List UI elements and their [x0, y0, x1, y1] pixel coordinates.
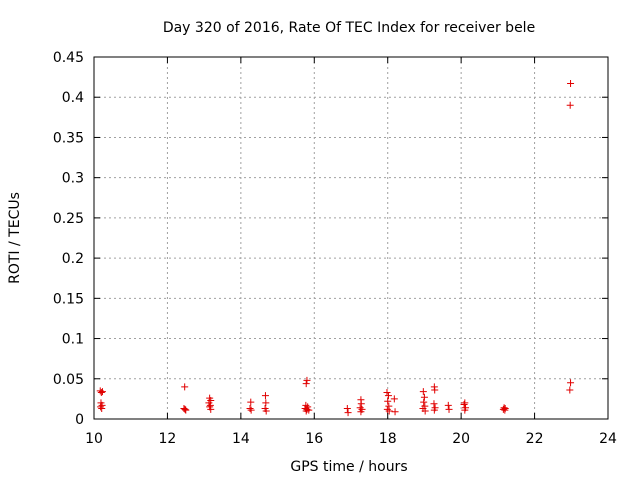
y-tick-label: 0.15	[53, 291, 84, 307]
data-point	[384, 397, 392, 405]
y-tick-label: 0.4	[62, 90, 84, 106]
x-tick-label: 22	[526, 431, 544, 447]
data-point	[419, 388, 427, 396]
data-point	[262, 407, 270, 415]
data-point	[180, 405, 188, 413]
data-point	[384, 392, 392, 400]
y-tick-label: 0.2	[62, 251, 84, 267]
data-point	[499, 405, 507, 413]
data-point	[181, 383, 189, 391]
data-point	[421, 407, 429, 415]
data-point	[302, 407, 310, 415]
data-point	[383, 405, 391, 413]
chart-title: Day 320 of 2016, Rate Of TEC Index for r…	[163, 20, 535, 36]
y-tick-label: 0.3	[62, 171, 84, 187]
data-point	[182, 406, 190, 414]
data-point	[343, 405, 351, 413]
data-point	[246, 405, 254, 413]
data-point	[262, 399, 270, 407]
data-point	[566, 386, 574, 394]
x-tick-label: 16	[305, 431, 323, 447]
data-point	[430, 400, 438, 408]
x-tick-label: 12	[159, 431, 177, 447]
data-point	[383, 388, 391, 396]
y-tick-label: 0	[75, 412, 84, 428]
plot-border	[93, 56, 609, 420]
data-point	[460, 401, 468, 409]
data-point	[97, 403, 105, 411]
data-point	[461, 406, 469, 414]
data-point	[501, 406, 509, 414]
y-axis-label: ROTI / TECUs	[7, 192, 23, 284]
y-tick-label: 0.45	[53, 50, 84, 66]
data-point	[356, 404, 364, 412]
data-point	[261, 392, 269, 400]
data-point	[181, 405, 189, 413]
data-point	[247, 398, 255, 406]
x-tick-label: 18	[379, 431, 397, 447]
data-point	[357, 408, 365, 416]
y-tick-label: 0.1	[62, 332, 84, 348]
data-point	[420, 393, 428, 401]
data-point	[567, 80, 575, 88]
data-points	[96, 80, 575, 417]
data-point	[98, 405, 106, 413]
x-tick-label: 24	[599, 431, 617, 447]
axis-ticks: 10 12 14 16 18 20 22 24 0 0.05 0.1 0.15 0.2 0.25 0.3 0.…	[53, 50, 617, 447]
data-point	[431, 386, 439, 394]
data-point	[385, 407, 393, 415]
y-tick-label: 0.25	[53, 211, 84, 227]
data-point	[391, 408, 399, 416]
data-point	[390, 395, 398, 403]
data-point	[302, 380, 310, 388]
y-tick-label: 0.35	[53, 130, 84, 146]
x-axis-label: GPS time / hours	[290, 459, 407, 475]
data-point	[461, 399, 469, 407]
data-point	[444, 401, 452, 409]
data-point	[247, 406, 255, 414]
x-tick-label: 14	[232, 431, 250, 447]
grid	[94, 57, 608, 419]
data-point	[420, 398, 428, 406]
data-point	[207, 405, 215, 413]
data-point	[97, 388, 105, 396]
data-point	[445, 405, 453, 413]
x-tick-label: 10	[85, 431, 103, 447]
data-point	[303, 376, 311, 384]
y-tick-label: 0.05	[53, 372, 84, 388]
data-point	[567, 379, 575, 387]
data-point	[344, 409, 352, 417]
data-point	[430, 406, 438, 414]
data-point	[566, 101, 574, 109]
data-point	[357, 400, 365, 408]
data-point	[98, 388, 106, 396]
x-tick-label: 20	[452, 431, 470, 447]
